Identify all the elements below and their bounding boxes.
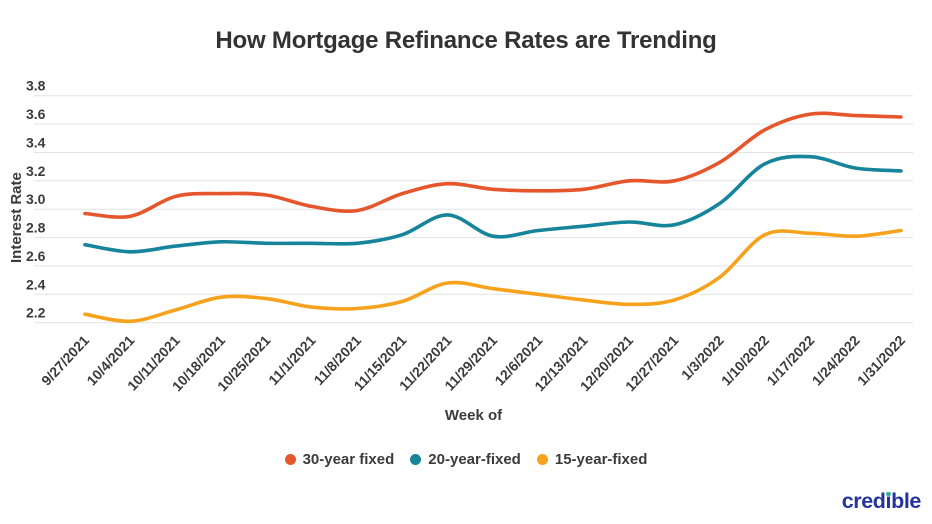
credible-logo: cred ıble [841, 489, 922, 514]
y-tick-label: 2.8 [26, 220, 46, 236]
y-tick-label: 3.0 [26, 191, 46, 207]
line-30-year-fixed [83, 111, 903, 219]
logo-text-part2: ble [891, 489, 921, 513]
y-tick-label: 3.6 [26, 106, 46, 122]
chart-title: How Mortgage Refinance Rates are Trendin… [215, 27, 717, 54]
legend-label-15-year-fixed: 15-year-fixed [554, 451, 648, 468]
y-tick-label: 3.4 [26, 135, 46, 151]
x-tick-label: 11/1/2021 [265, 332, 319, 388]
line-15-year-fixed [83, 228, 903, 324]
line-20-year-fixed [83, 154, 903, 254]
legend-item-30-year-fixed: 30-year fixed [284, 451, 395, 468]
logo-text-part1: cred [841, 489, 886, 513]
legend-item-15-year-fixed: 15-year-fixed [536, 451, 648, 468]
legend-label-20-year-fixed: 20-year-fixed [428, 451, 521, 468]
x-tick-label: 1/10/2022 [718, 332, 772, 389]
x-axis-title: Week of [444, 407, 503, 424]
logo-dotless-i: ı [885, 489, 892, 513]
y-tick-label: 3.8 [26, 78, 46, 94]
x-tick-label: 1/31/2022 [854, 332, 908, 389]
logo-i-dot-icon [886, 491, 891, 497]
logo-letter-i: ı [886, 489, 892, 514]
x-tick-label: 1/24/2022 [809, 332, 863, 389]
legend-label-30-year-fixed: 30-year fixed [302, 451, 395, 468]
y-tick-label: 2.6 [26, 248, 46, 264]
legend-marker-15-year-fixed-icon [536, 454, 548, 465]
legend-item-20-year-fixed: 20-year-fixed [410, 451, 521, 468]
y-tick-label: 2.2 [26, 305, 46, 321]
x-tick-label: 1/17/2022 [763, 332, 817, 389]
legend-marker-30-year-fixed-icon [284, 454, 296, 465]
y-axis-title: Interest Rate [8, 172, 25, 263]
line-chart-plot: 3.83.63.43.23.02.82.62.42.29/27/202110/4… [26, 78, 913, 394]
y-tick-label: 3.2 [26, 163, 46, 179]
legend: 30-year fixed 20-year-fixed 15-year-fixe… [0, 451, 932, 468]
y-tick-label: 2.4 [26, 276, 46, 292]
x-tick-label: 9/27/2021 [38, 332, 92, 389]
legend-marker-20-year-fixed-icon [410, 454, 422, 465]
